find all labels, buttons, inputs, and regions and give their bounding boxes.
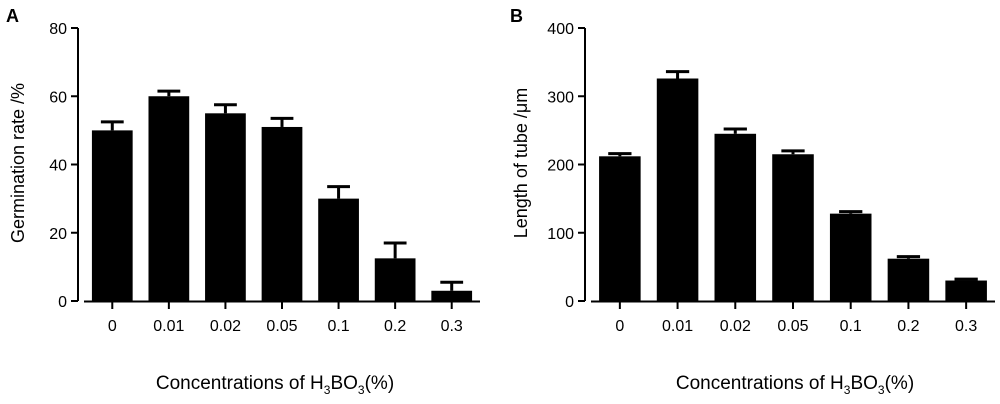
chart-panel-b: B Length of tube /μm Concentrations of H…	[510, 6, 995, 397]
x-axis-title-a-suffix: (%)	[365, 373, 395, 394]
x-axis-title-b: Concentrations of H3BO3(%)	[676, 373, 914, 397]
x-tick-label-b: 0.05	[777, 318, 808, 335]
x-tick-label-b: 0.02	[720, 318, 751, 335]
bar-a	[261, 126, 303, 302]
x-tick-label-a: 0.3	[441, 318, 463, 335]
x-axis-title-b-prefix: Concentrations of H	[676, 373, 844, 394]
y-tick-label-a: 60	[49, 89, 67, 106]
bar-b	[772, 154, 814, 301]
x-tick-label-a: 0.02	[210, 318, 241, 335]
bar-b	[887, 258, 930, 301]
bar-b	[714, 133, 757, 301]
bar-b	[656, 78, 699, 301]
x-axis-title-a-sub1: 3	[324, 383, 331, 397]
x-axis-title-a-prefix: Concentrations of H	[156, 373, 324, 394]
bar-a	[148, 96, 190, 301]
x-tick-label-b: 0.1	[840, 318, 862, 335]
x-tick-label-a: 0.2	[384, 318, 406, 335]
x-tick-label-a: 0.01	[153, 318, 184, 335]
y-tick-label-b: 300	[547, 89, 574, 106]
bar-a	[374, 258, 416, 301]
x-tick-label-b: 0.01	[662, 318, 693, 335]
x-axis-title-a-mid: BO	[330, 373, 357, 394]
panel-label-a: A	[6, 6, 19, 26]
x-tick-label-a: 0	[108, 318, 117, 335]
y-axis-title-a: Germination rate /%	[8, 83, 28, 243]
bar-a	[205, 113, 246, 301]
x-tick-label-a: 0.05	[266, 318, 297, 335]
y-tick-label-b: 0	[565, 294, 574, 311]
bar-b	[829, 213, 872, 301]
bar-a	[431, 290, 473, 301]
x-axis-title-b-mid: BO	[850, 373, 877, 394]
y-tick-label-b: 400	[547, 21, 574, 38]
y-tick-label-a: 20	[49, 226, 67, 243]
y-tick-label-b: 200	[547, 158, 574, 175]
bar-a	[318, 198, 359, 301]
bar-b	[599, 156, 641, 301]
y-tick-label-a: 40	[49, 158, 67, 175]
y-tick-label-a: 80	[49, 21, 67, 38]
bar-b	[945, 280, 987, 301]
chart-panel-a: A Germination rate /% Concentrations of …	[6, 6, 480, 397]
x-tick-label-b: 0	[615, 318, 624, 335]
x-axis-title-a: Concentrations of H3BO3(%)	[156, 373, 394, 397]
x-axis-title-b-suffix: (%)	[885, 373, 915, 394]
y-tick-label-b: 100	[547, 226, 574, 243]
x-tick-label-b: 0.2	[897, 318, 919, 335]
y-axis-title-b: Length of tube /μm	[511, 88, 531, 238]
x-axis-title-a-sub2: 3	[358, 383, 365, 397]
x-axis-title-b-sub2: 3	[878, 383, 885, 397]
panel-label-b: B	[510, 6, 523, 26]
bar-a	[91, 130, 133, 301]
y-tick-label-a: 0	[58, 294, 67, 311]
x-tick-label-b: 0.3	[955, 318, 977, 335]
x-axis-title-b-sub1: 3	[844, 383, 851, 397]
x-tick-label-a: 0.1	[327, 318, 349, 335]
